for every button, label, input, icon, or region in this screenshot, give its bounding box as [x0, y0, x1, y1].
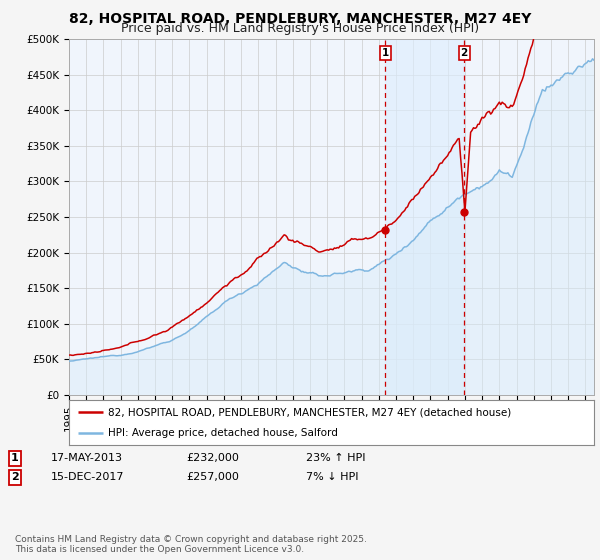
Text: Contains HM Land Registry data © Crown copyright and database right 2025.
This d: Contains HM Land Registry data © Crown c… — [15, 535, 367, 554]
Text: 2: 2 — [11, 472, 19, 482]
Text: 2: 2 — [461, 48, 468, 58]
Bar — [385, 39, 464, 395]
Text: 17-MAY-2013: 17-MAY-2013 — [51, 453, 123, 463]
Text: 15-DEC-2017: 15-DEC-2017 — [51, 472, 125, 482]
Text: 1: 1 — [11, 453, 19, 463]
Text: 82, HOSPITAL ROAD, PENDLEBURY, MANCHESTER, M27 4EY: 82, HOSPITAL ROAD, PENDLEBURY, MANCHESTE… — [69, 12, 531, 26]
Text: 1: 1 — [382, 48, 389, 58]
Text: £257,000: £257,000 — [186, 472, 239, 482]
Text: HPI: Average price, detached house, Salford: HPI: Average price, detached house, Salf… — [109, 428, 338, 438]
Text: 82, HOSPITAL ROAD, PENDLEBURY, MANCHESTER, M27 4EY (detached house): 82, HOSPITAL ROAD, PENDLEBURY, MANCHESTE… — [109, 408, 512, 418]
Text: £232,000: £232,000 — [186, 453, 239, 463]
Text: Price paid vs. HM Land Registry's House Price Index (HPI): Price paid vs. HM Land Registry's House … — [121, 22, 479, 35]
Text: 7% ↓ HPI: 7% ↓ HPI — [306, 472, 359, 482]
Text: 23% ↑ HPI: 23% ↑ HPI — [306, 453, 365, 463]
